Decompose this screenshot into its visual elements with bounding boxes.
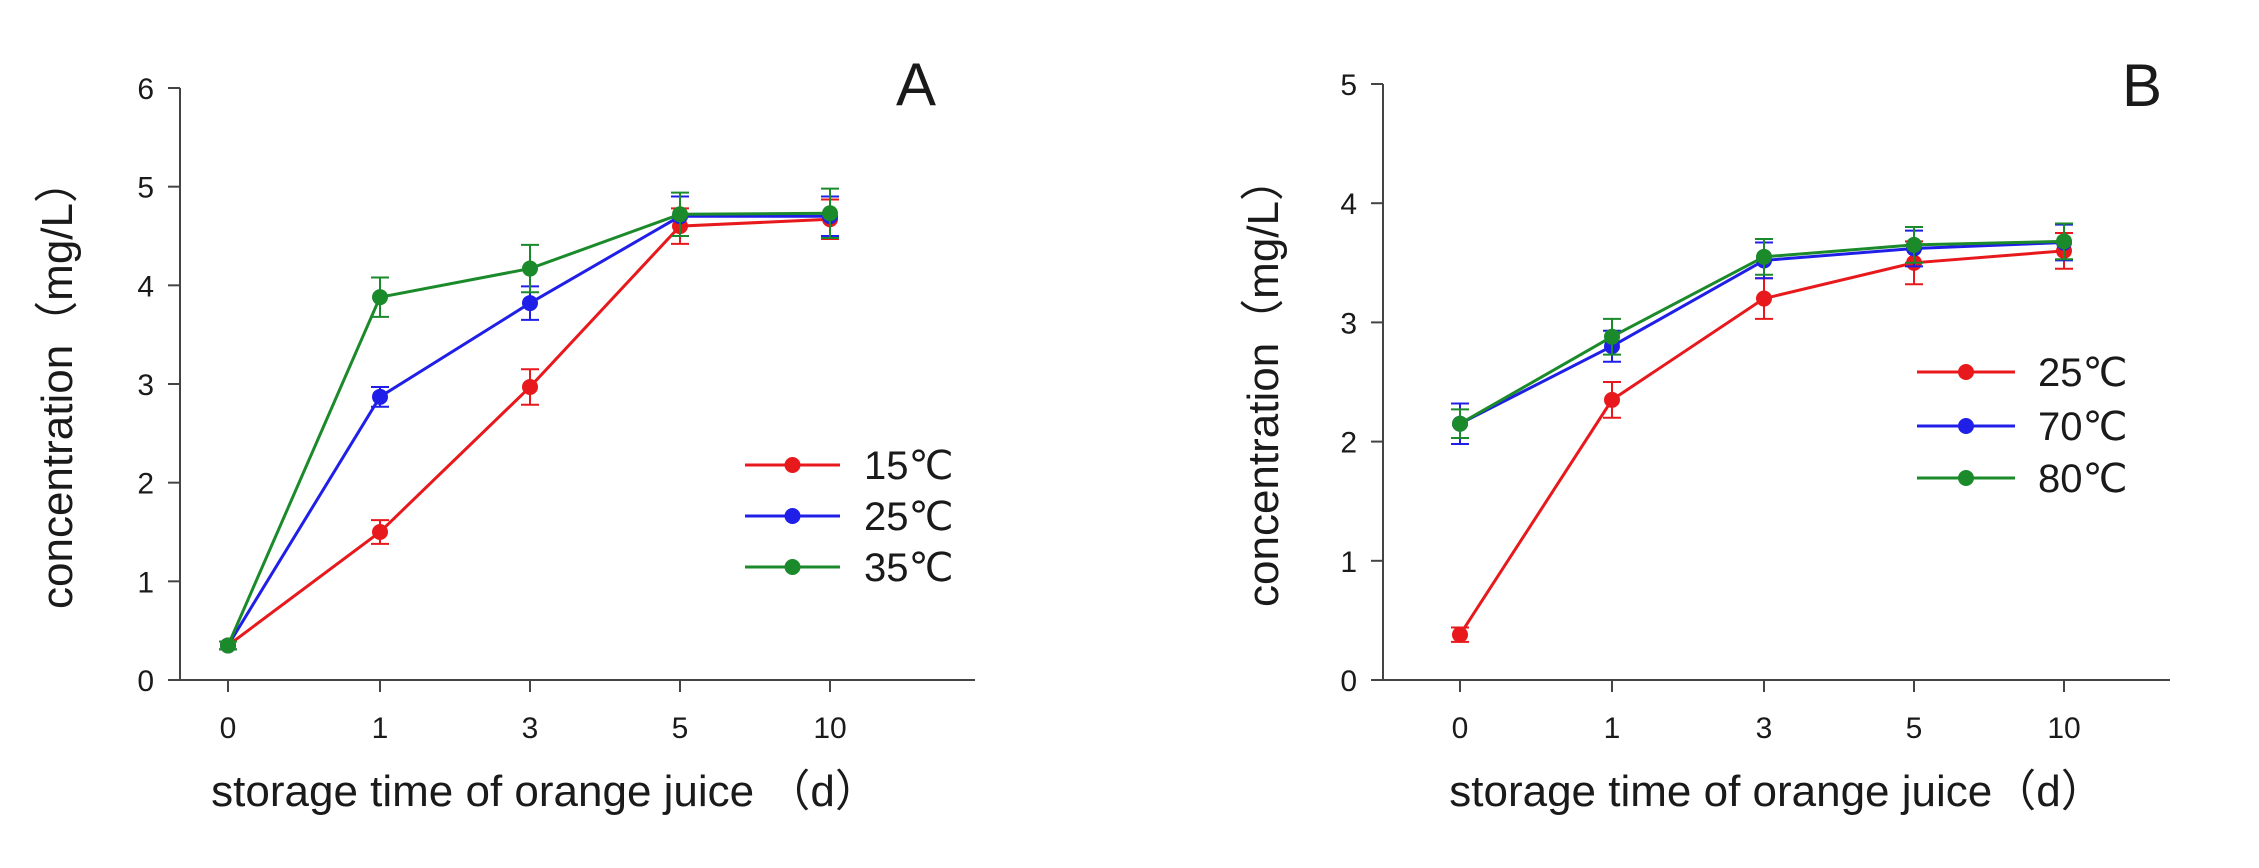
panel-a-x-tick-label: 3: [522, 712, 539, 745]
panel-b-series-80c-point: [2056, 233, 2072, 250]
panel-a-series-15c-point: [372, 524, 388, 540]
panel-b-series-80c-point: [1604, 328, 1620, 345]
panel-a-legend: 15℃ 25℃ 35℃: [745, 444, 953, 590]
panel-a-x-tick-label: 5: [672, 712, 689, 745]
panel-b-y-tick-label: 5: [1340, 69, 1357, 102]
panel-a-legend-marker: [784, 457, 801, 473]
panel-a-y-tick-label: 2: [137, 468, 154, 501]
panel-a-y-tick-label: 5: [137, 172, 154, 205]
panel-b-series-80c: [1451, 222, 2073, 440]
panel-b-series-80c-point: [1452, 415, 1468, 432]
panel-b-legend-marker: [1958, 364, 1974, 380]
panel-b-x-axis-title: storage time of orange juice（d）: [1449, 767, 2104, 816]
panel-b-series-70c-line: [1459, 241, 2065, 426]
panel-b-y-tick-label: 2: [1340, 427, 1357, 460]
panel-a-y-tick-label: 3: [137, 369, 154, 402]
panel-b-series-80c-point: [1756, 248, 1772, 265]
panel-a-series-25c-point: [522, 295, 538, 312]
panel-a-legend-marker: [784, 508, 801, 524]
panel-b-y-tick-label: 1: [1340, 546, 1357, 579]
panel-b-series-80c-line: [1459, 239, 2065, 426]
panel-b-letter: B: [2122, 52, 2162, 119]
panel-b-series-25c-point: [1604, 391, 1620, 408]
panel-a-series-25c-point: [372, 388, 388, 405]
panel-a: 0 1 2 3 4 5 6 0 1 3 5 10 storage time of orange juic…: [33, 51, 975, 816]
panel-b-y-tick-label: 4: [1340, 188, 1357, 221]
panel-b-x-tick-label: 10: [2047, 712, 2080, 745]
panel-a-x-tick-label: 0: [220, 712, 237, 745]
panel-b-x-tick-label: 1: [1604, 712, 1621, 745]
panel-b-legend-label: 80℃: [2038, 457, 2127, 501]
panel-b-y-tick-label: 0: [1340, 665, 1357, 698]
panel-b-series-25c: [1451, 232, 2073, 643]
panel-a-series-35c-point: [672, 206, 688, 223]
panel-b-series-25c-point: [1756, 290, 1772, 307]
panel-a-series-35c-point: [822, 205, 838, 222]
panel-a-y-axis-title: concentration（mg/L）: [33, 159, 82, 609]
panel-b: 0 1 2 3 4 5 0 1 3 5 10 storage time of orange juice…: [1239, 52, 2170, 816]
panel-b-legend-label: 70℃: [2038, 405, 2127, 449]
panel-a-series-35c-point: [220, 637, 236, 654]
panel-a-y-tick-label: 1: [137, 566, 154, 599]
panel-b-series-25c-line: [1458, 249, 2065, 636]
panel-b-legend-marker: [1958, 470, 1974, 486]
panel-a-series-35c-point: [522, 260, 538, 277]
panel-b-legend: 25℃ 70℃ 80℃: [1917, 351, 2127, 501]
panel-a-legend-label: 15℃: [864, 444, 953, 488]
panel-b-series-25c-point: [1452, 626, 1468, 643]
panel-a-series-35c-point: [372, 289, 388, 306]
panel-a-y-tick-label: 6: [137, 73, 154, 106]
panel-b-y-tick-label: 3: [1340, 307, 1357, 340]
panel-a-x-tick-label: 1: [372, 712, 389, 745]
panel-b-legend-label: 25℃: [2038, 351, 2127, 395]
panel-b-legend-marker: [1958, 418, 1974, 434]
panel-a-series-35c: [219, 187, 839, 654]
panel-a-legend-label: 35℃: [864, 546, 953, 590]
panel-a-legend-label: 25℃: [864, 495, 953, 539]
panel-a-x-tick-label: 10: [813, 712, 846, 745]
panel-b-x-tick-label: 3: [1756, 712, 1773, 745]
panel-b-x-tick-label: 5: [1906, 712, 1923, 745]
panel-b-series-80c-point: [1906, 236, 1922, 253]
panel-a-letter: A: [896, 51, 936, 118]
panel-b-x-tick-label: 0: [1452, 712, 1469, 745]
panel-a-y-tick-label: 0: [137, 665, 154, 698]
panel-a-series-15c-point: [522, 378, 538, 395]
panel-b-y-axis-title: concentration（mg/L）: [1239, 157, 1288, 607]
panel-a-x-axis-title: storage time of orange juice （d）: [211, 767, 879, 816]
panel-a-legend-marker: [784, 559, 801, 575]
panel-a-y-tick-label: 4: [137, 270, 154, 303]
